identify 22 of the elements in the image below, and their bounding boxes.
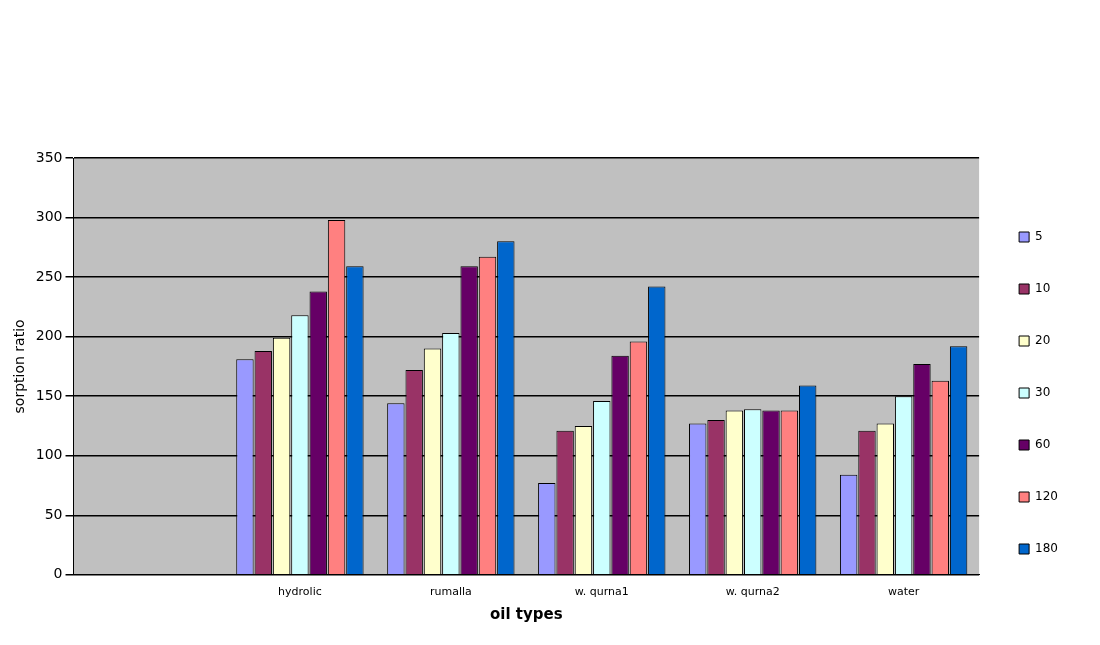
x-tick-label: hydrolic <box>278 585 322 599</box>
y-tick-label: 300 <box>35 208 63 225</box>
legend-label: 120 <box>1035 489 1058 504</box>
y-tick-label: 150 <box>35 386 63 403</box>
legend-label: 5 <box>1035 229 1043 244</box>
y-axis-title: sorption ratio <box>11 319 28 414</box>
y-tick-label: 350 <box>35 148 63 165</box>
y-tick-label: 100 <box>35 446 63 463</box>
y-tick-label: 50 <box>44 505 63 522</box>
legend-label: 180 <box>1035 541 1058 556</box>
x-tick-label: water <box>887 585 920 599</box>
legend-label: 10 <box>1035 281 1051 296</box>
y-tick-label: 200 <box>35 327 63 344</box>
legend-label: 30 <box>1035 385 1051 400</box>
y-tick-label: 0 <box>53 565 63 582</box>
x-axis-title: oil types <box>490 604 563 623</box>
x-tick-label: w. qurna2 <box>725 585 780 599</box>
y-tick-label: 250 <box>35 267 63 284</box>
x-tick-label: w. qurna1 <box>574 585 629 599</box>
legend-label: 60 <box>1035 437 1051 452</box>
x-tick-label: rumalla <box>429 585 472 599</box>
legend-label: 20 <box>1035 333 1051 348</box>
